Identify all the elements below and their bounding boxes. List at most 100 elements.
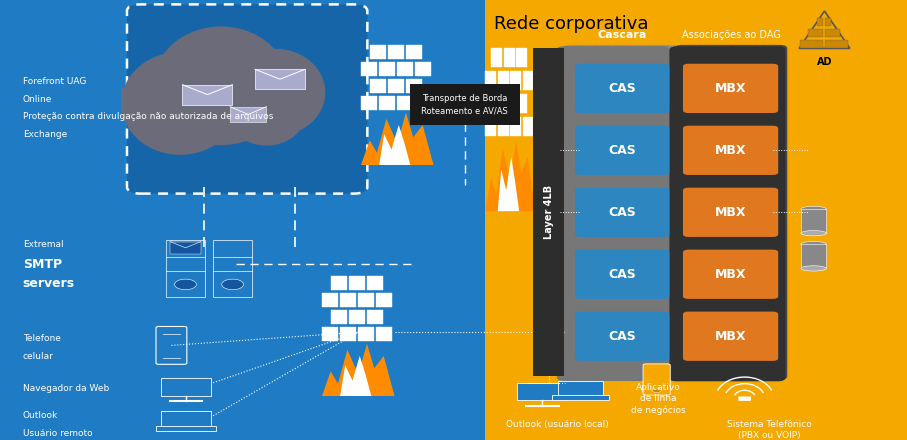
FancyBboxPatch shape xyxy=(675,45,787,380)
Bar xyxy=(825,18,832,26)
Text: MBX: MBX xyxy=(715,82,746,95)
Ellipse shape xyxy=(801,231,826,236)
Bar xyxy=(340,293,356,307)
FancyBboxPatch shape xyxy=(643,364,670,395)
Text: Outlook: Outlook xyxy=(23,411,58,420)
Bar xyxy=(825,40,848,48)
Bar xyxy=(322,326,338,341)
Text: CAS: CAS xyxy=(609,268,636,281)
FancyBboxPatch shape xyxy=(669,47,785,381)
FancyBboxPatch shape xyxy=(410,84,520,125)
Bar xyxy=(370,45,386,59)
Bar xyxy=(340,326,356,341)
Text: Online: Online xyxy=(23,95,52,103)
FancyBboxPatch shape xyxy=(671,46,786,381)
Bar xyxy=(367,310,384,323)
Bar xyxy=(492,94,502,113)
FancyBboxPatch shape xyxy=(575,312,669,361)
Bar xyxy=(415,62,432,76)
Text: MBX: MBX xyxy=(715,268,746,281)
Bar xyxy=(522,117,533,136)
Text: servers: servers xyxy=(23,277,74,290)
Bar xyxy=(388,79,405,92)
Bar xyxy=(800,40,823,48)
Text: Outlook (usuário local): Outlook (usuário local) xyxy=(505,420,609,429)
Polygon shape xyxy=(361,113,434,165)
Bar xyxy=(0,0,485,440)
Text: Transporte de Borda
Roteamento e AV/AS: Transporte de Borda Roteamento e AV/AS xyxy=(422,94,508,115)
Text: Aplicativo
de linha
de negócios: Aplicativo de linha de negócios xyxy=(631,383,686,414)
Polygon shape xyxy=(799,11,850,48)
FancyBboxPatch shape xyxy=(566,45,678,380)
Bar xyxy=(161,411,210,427)
Bar xyxy=(485,117,496,136)
FancyBboxPatch shape xyxy=(738,396,751,401)
FancyBboxPatch shape xyxy=(683,312,778,361)
Text: Forefront UAG: Forefront UAG xyxy=(23,77,86,86)
Polygon shape xyxy=(485,140,535,211)
Ellipse shape xyxy=(801,242,826,247)
Bar xyxy=(322,293,338,307)
Bar xyxy=(230,106,267,122)
Text: Rede corporativa: Rede corporativa xyxy=(494,15,649,33)
Polygon shape xyxy=(322,344,395,396)
FancyBboxPatch shape xyxy=(683,126,778,175)
Bar xyxy=(367,276,384,290)
FancyBboxPatch shape xyxy=(156,326,187,364)
Bar xyxy=(558,381,603,396)
Bar xyxy=(331,276,347,290)
Bar xyxy=(388,45,405,59)
Bar xyxy=(510,71,522,90)
Text: CAS: CAS xyxy=(609,206,636,219)
FancyBboxPatch shape xyxy=(575,64,669,113)
Bar xyxy=(376,326,393,341)
Bar xyxy=(406,45,423,59)
Bar xyxy=(552,395,609,400)
FancyBboxPatch shape xyxy=(127,4,367,194)
Ellipse shape xyxy=(226,49,326,136)
Bar xyxy=(397,95,414,110)
Bar xyxy=(504,94,515,113)
FancyBboxPatch shape xyxy=(575,126,669,175)
Bar xyxy=(504,48,515,67)
Bar xyxy=(516,94,527,113)
Circle shape xyxy=(652,388,661,392)
Text: MBX: MBX xyxy=(715,330,746,343)
Text: MBX: MBX xyxy=(715,144,746,157)
Text: Proteção contra divulgação não autorizada de arquivos: Proteção contra divulgação não autorizad… xyxy=(23,112,273,121)
Text: MBX: MBX xyxy=(715,206,746,219)
Bar xyxy=(517,383,568,400)
Bar xyxy=(801,244,826,268)
Bar xyxy=(825,29,840,37)
Text: Sistema Telefônico
(PBX ou VOIP): Sistema Telefônico (PBX ou VOIP) xyxy=(727,420,812,440)
Text: celular: celular xyxy=(23,352,54,361)
Text: Usuário remoto: Usuário remoto xyxy=(23,429,93,438)
Bar xyxy=(808,29,823,37)
Bar xyxy=(485,71,496,90)
Text: CAS: CAS xyxy=(609,82,636,95)
Bar xyxy=(361,95,377,110)
Bar xyxy=(522,71,533,90)
Bar xyxy=(156,426,217,431)
Bar xyxy=(361,62,377,76)
Polygon shape xyxy=(498,157,519,211)
Polygon shape xyxy=(340,356,371,396)
Bar xyxy=(415,95,432,110)
Ellipse shape xyxy=(122,52,239,155)
Bar xyxy=(516,48,527,67)
Ellipse shape xyxy=(153,26,289,145)
Text: Layer 4LB: Layer 4LB xyxy=(543,185,554,239)
Text: Extremal: Extremal xyxy=(23,240,63,249)
Bar xyxy=(170,242,201,254)
Bar xyxy=(349,276,366,290)
Text: Cascara: Cascara xyxy=(598,29,647,40)
Bar xyxy=(816,18,823,26)
Text: Telefone: Telefone xyxy=(23,334,61,343)
FancyBboxPatch shape xyxy=(561,45,674,380)
Text: SMTP: SMTP xyxy=(23,257,62,271)
Bar xyxy=(510,117,522,136)
Text: AD: AD xyxy=(816,57,833,67)
Bar xyxy=(358,326,375,341)
Circle shape xyxy=(222,279,243,290)
Bar xyxy=(485,0,907,440)
